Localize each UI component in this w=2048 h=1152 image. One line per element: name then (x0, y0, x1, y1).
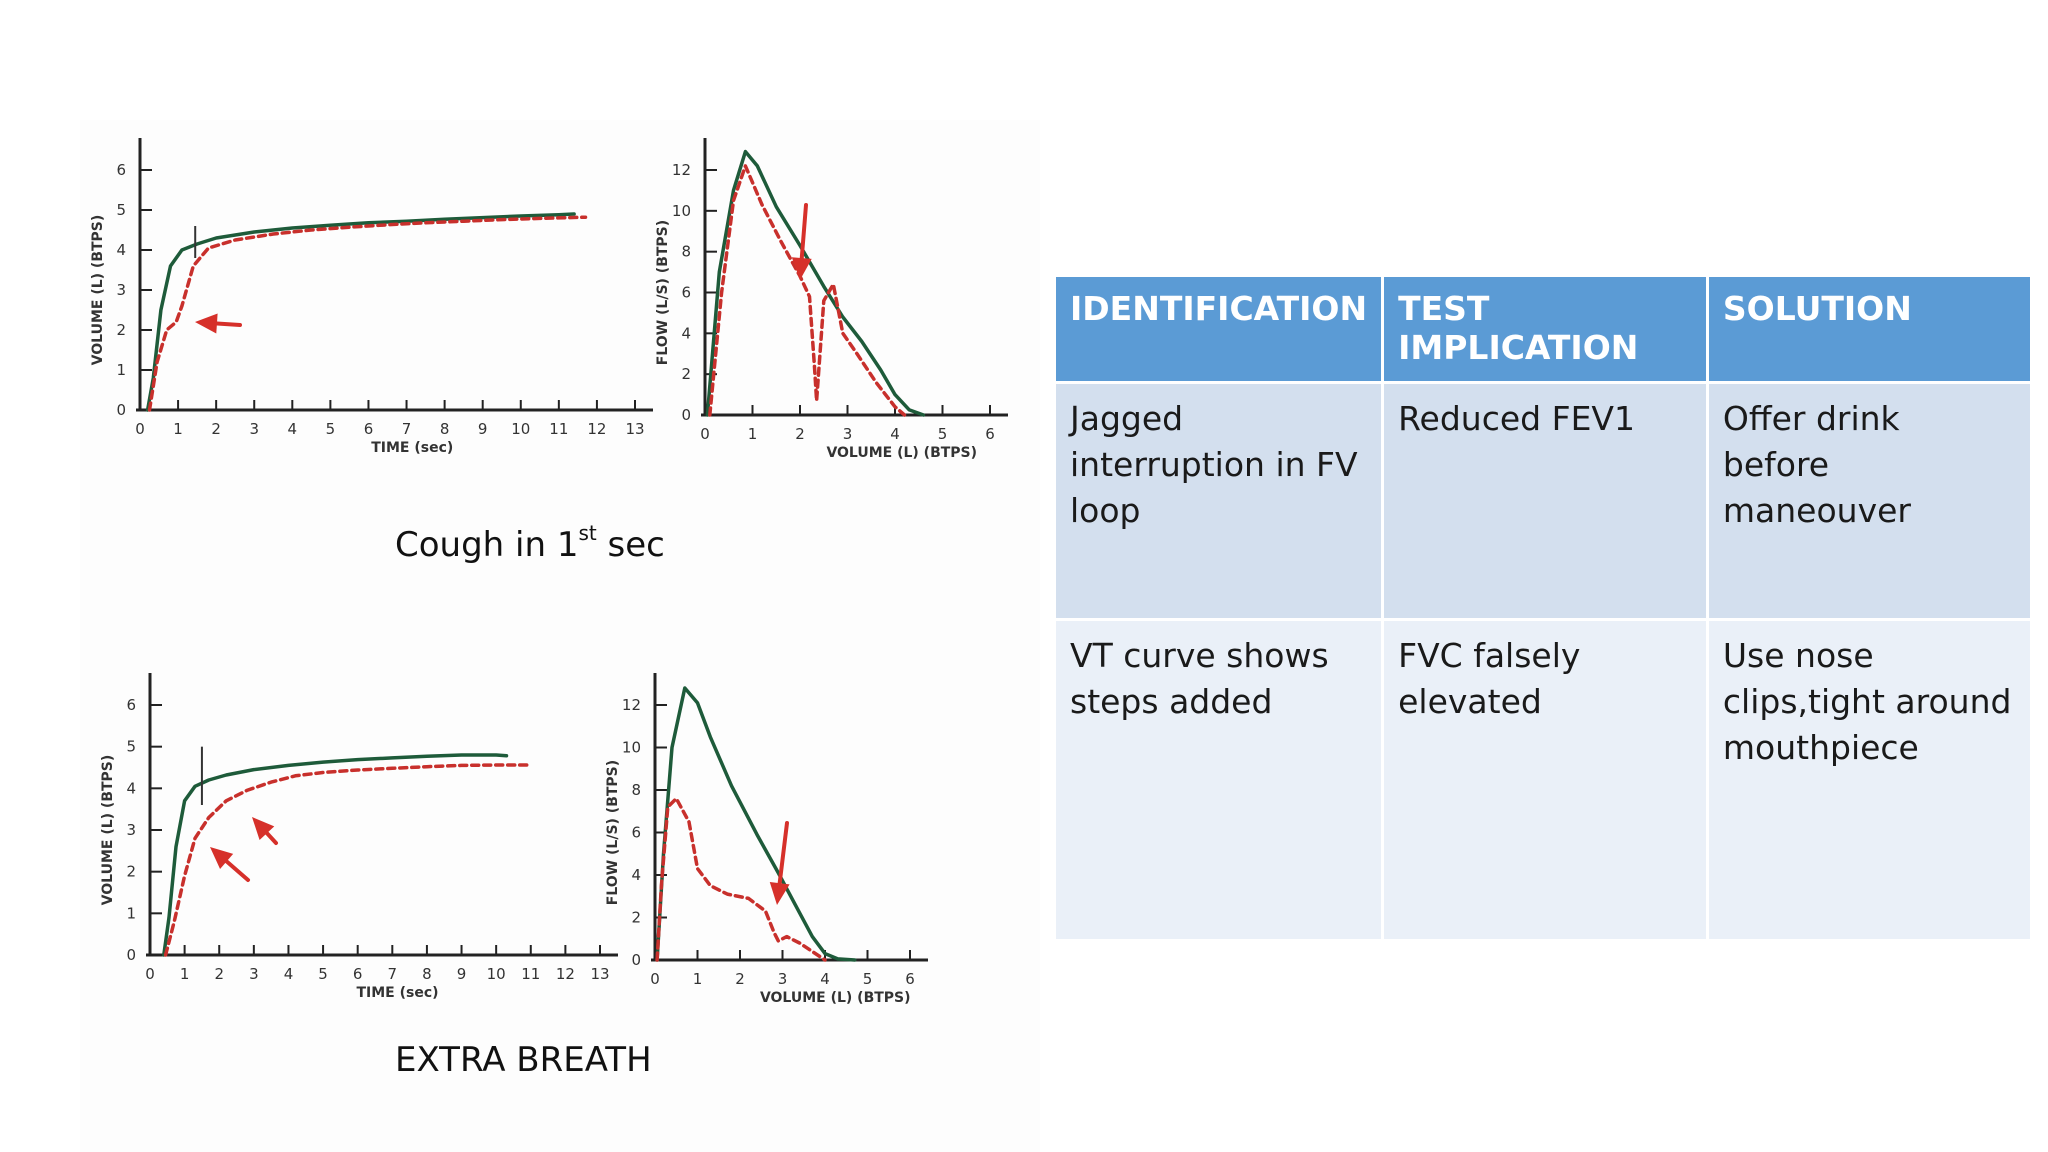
cell-test-implication: Reduced FEV1 (1381, 381, 1709, 621)
caption-cough-prefix: Cough in 1 (395, 525, 579, 565)
table-header-row: IDENTIFICATION TEST IMPLICATION SOLUTION (1052, 274, 2034, 384)
header-test-implication: TEST IMPLICATION (1381, 274, 1709, 384)
caption-cough-suffix: sec (596, 525, 665, 565)
caption-extra-breath: EXTRA BREATH (395, 1040, 652, 1080)
error-table: IDENTIFICATION TEST IMPLICATION SOLUTION… (1052, 274, 2034, 942)
table-row: Jagged interruption in FV loop Reduced F… (1052, 381, 2034, 621)
figure-panel (80, 120, 1040, 1152)
cell-solution: Offer drink before maneouver (1705, 381, 2034, 621)
caption-cough: Cough in 1st sec (395, 521, 665, 565)
cell-test-implication: FVC falsely elevated (1381, 618, 1709, 942)
cell-identification: Jagged interruption in FV loop (1052, 381, 1385, 621)
cell-identification: VT curve shows steps added (1052, 618, 1385, 942)
table-row: VT curve shows steps added FVC falsely e… (1052, 618, 2034, 942)
caption-cough-superscript: st (578, 521, 597, 545)
cell-solution: Use nose clips,tight around mouthpiece (1705, 618, 2034, 942)
header-identification: IDENTIFICATION (1052, 274, 1385, 384)
header-solution: SOLUTION (1705, 274, 2034, 384)
